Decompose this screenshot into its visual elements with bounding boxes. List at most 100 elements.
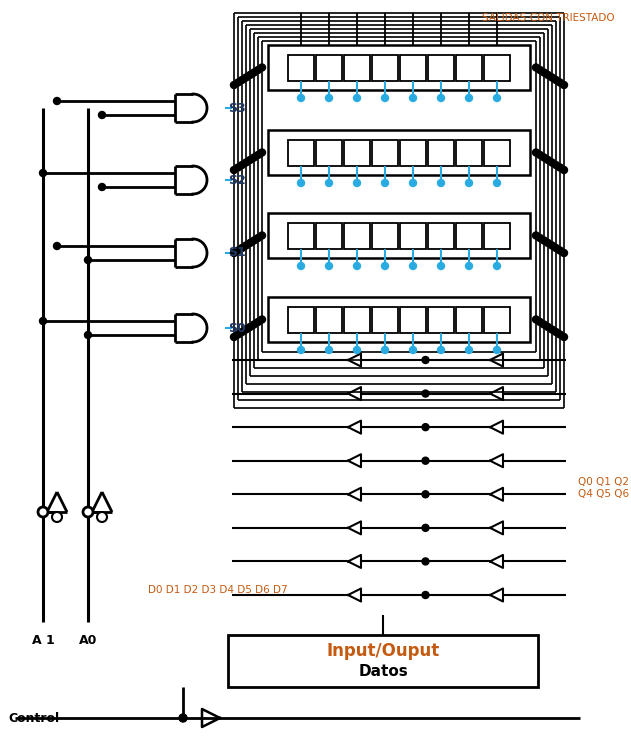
Circle shape	[466, 262, 473, 269]
Bar	[288, 306, 314, 333]
Circle shape	[239, 244, 245, 252]
Circle shape	[536, 67, 543, 73]
Circle shape	[254, 67, 261, 73]
Text: S1: S1	[228, 246, 245, 259]
Bar	[344, 140, 370, 166]
Circle shape	[557, 79, 563, 86]
Circle shape	[553, 329, 560, 336]
Bar	[228, 635, 538, 687]
Circle shape	[382, 179, 389, 187]
Circle shape	[40, 169, 47, 176]
Circle shape	[259, 64, 266, 71]
Bar	[400, 140, 426, 166]
Circle shape	[85, 331, 91, 339]
Circle shape	[410, 179, 416, 187]
Text: Q0 Q1 Q2 Q3
Q4 Q5 Q6 Q7: Q0 Q1 Q2 Q3 Q4 Q5 Q6 Q7	[578, 477, 631, 499]
Bar	[316, 140, 342, 166]
Circle shape	[536, 318, 543, 326]
Circle shape	[541, 69, 548, 76]
Circle shape	[422, 591, 429, 599]
Text: D0 D1 D2 D3 D4 D5 D6 D7: D0 D1 D2 D3 D4 D5 D6 D7	[148, 585, 288, 595]
Circle shape	[557, 331, 563, 338]
Text: A 1: A 1	[32, 634, 54, 646]
Bar	[344, 306, 370, 333]
Bar	[456, 54, 482, 80]
Circle shape	[40, 318, 47, 324]
Circle shape	[38, 507, 48, 517]
Circle shape	[247, 72, 254, 79]
Circle shape	[297, 94, 305, 101]
Bar	[428, 54, 454, 80]
Bar	[372, 306, 398, 333]
Circle shape	[83, 507, 93, 517]
Circle shape	[437, 262, 444, 269]
Bar	[484, 54, 510, 80]
Circle shape	[353, 94, 360, 101]
Circle shape	[242, 326, 249, 333]
Circle shape	[560, 333, 567, 340]
Circle shape	[235, 79, 242, 86]
Bar	[372, 54, 398, 80]
Bar	[372, 222, 398, 249]
Circle shape	[493, 262, 500, 269]
Circle shape	[247, 240, 254, 246]
Circle shape	[54, 243, 61, 249]
Circle shape	[422, 390, 429, 397]
Circle shape	[353, 262, 360, 269]
Circle shape	[533, 149, 540, 156]
Circle shape	[353, 179, 360, 187]
Circle shape	[548, 326, 555, 333]
Bar	[316, 222, 342, 249]
Bar	[484, 140, 510, 166]
Bar	[344, 54, 370, 80]
Circle shape	[410, 94, 416, 101]
Circle shape	[493, 346, 500, 354]
Text: S2: S2	[228, 173, 245, 187]
Bar	[372, 140, 398, 166]
Circle shape	[382, 346, 389, 354]
Circle shape	[353, 346, 360, 354]
Circle shape	[382, 262, 389, 269]
Circle shape	[437, 94, 444, 101]
Circle shape	[422, 525, 429, 531]
Circle shape	[251, 237, 257, 244]
Bar	[316, 306, 342, 333]
Circle shape	[422, 357, 429, 364]
Circle shape	[541, 237, 548, 244]
Circle shape	[98, 184, 105, 191]
Text: S0: S0	[228, 321, 245, 334]
Bar	[428, 306, 454, 333]
Circle shape	[230, 82, 237, 88]
Bar	[268, 45, 530, 90]
Circle shape	[235, 247, 242, 254]
Text: A0: A0	[79, 634, 97, 646]
Circle shape	[242, 74, 249, 81]
Circle shape	[230, 333, 237, 340]
Text: Control: Control	[8, 711, 59, 724]
Circle shape	[422, 423, 429, 431]
Circle shape	[410, 346, 416, 354]
Circle shape	[251, 154, 257, 161]
Circle shape	[560, 166, 567, 173]
Circle shape	[259, 232, 266, 239]
Circle shape	[54, 98, 61, 104]
Bar	[344, 222, 370, 249]
Circle shape	[533, 232, 540, 239]
Text: SALIDAS CON TRIESTADO: SALIDAS CON TRIESTADO	[482, 13, 615, 23]
Circle shape	[548, 74, 555, 81]
Bar	[316, 54, 342, 80]
Circle shape	[536, 234, 543, 241]
Circle shape	[557, 247, 563, 254]
Text: Datos: Datos	[358, 664, 408, 678]
Circle shape	[242, 159, 249, 166]
Circle shape	[466, 346, 473, 354]
Circle shape	[230, 249, 237, 256]
Bar	[484, 306, 510, 333]
Bar	[456, 222, 482, 249]
Circle shape	[259, 149, 266, 156]
Circle shape	[548, 159, 555, 166]
Circle shape	[98, 111, 105, 119]
Circle shape	[326, 94, 333, 101]
Bar	[456, 306, 482, 333]
Bar	[288, 140, 314, 166]
